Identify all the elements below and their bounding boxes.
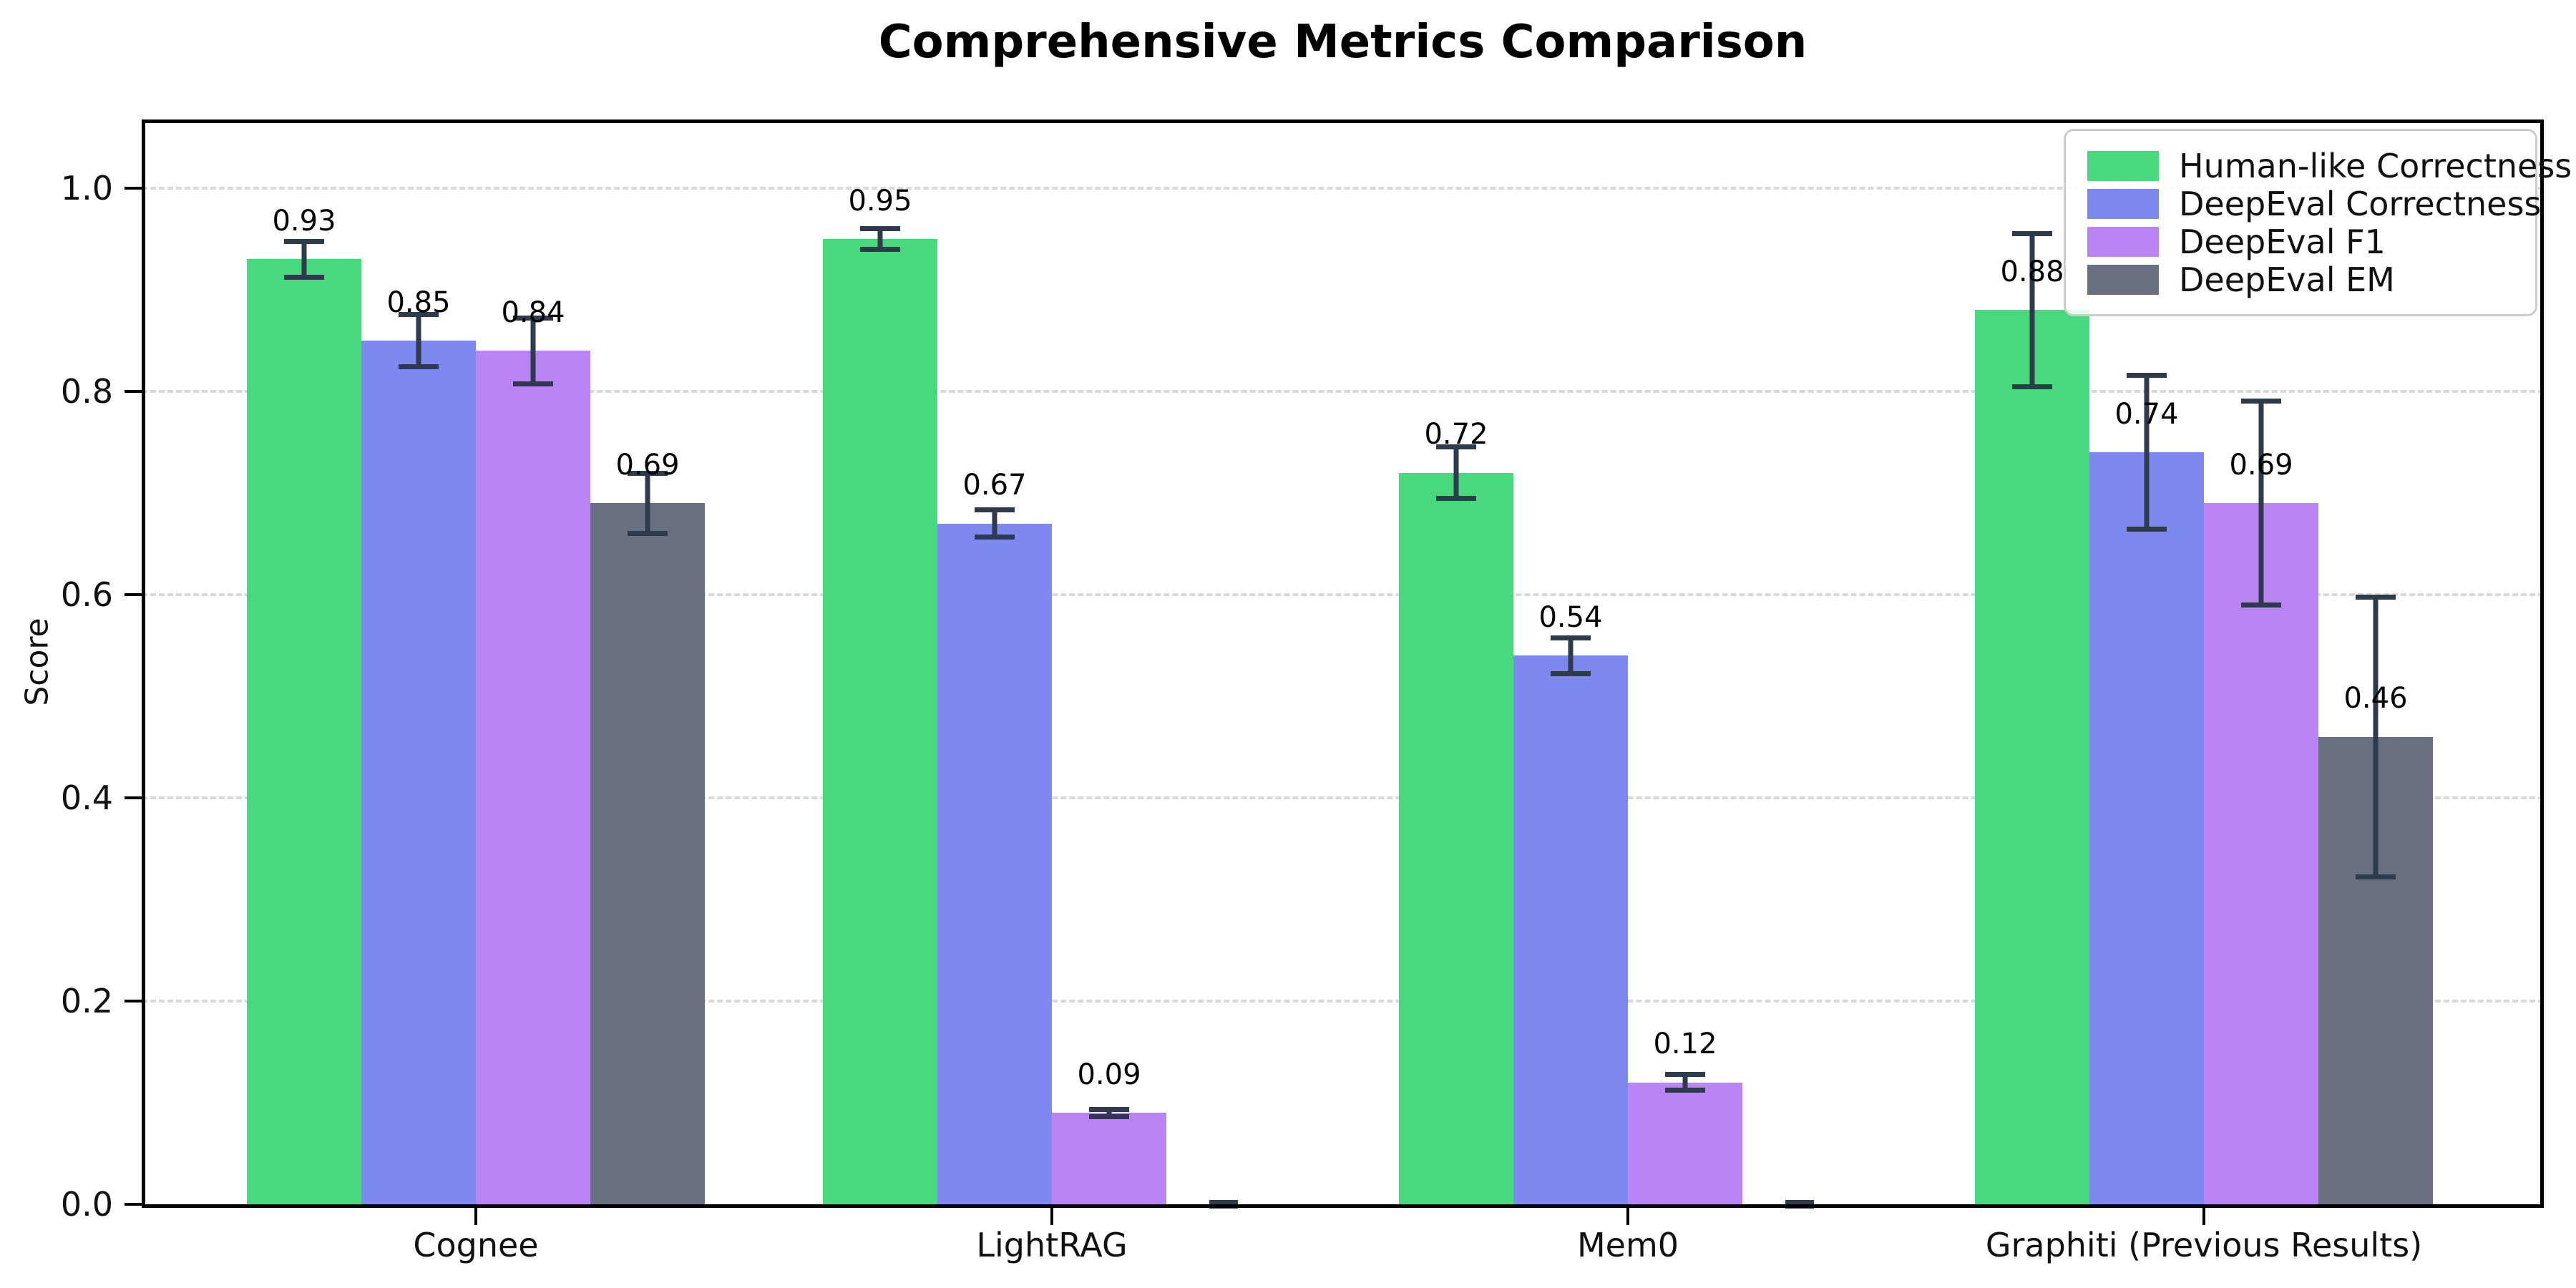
bar-value-label: 0.12 xyxy=(1653,1028,1717,1061)
legend-item: Human-like Correctness xyxy=(2087,147,2572,185)
bar-3-1 xyxy=(476,351,590,1204)
x-tick xyxy=(1050,1208,1053,1225)
error-bar xyxy=(628,470,668,536)
gridline xyxy=(142,1000,2544,1002)
bar-value-label: 0.69 xyxy=(615,448,680,482)
y-axis-title: Score xyxy=(19,618,56,706)
legend-item: DeepEval EM xyxy=(2087,260,2514,298)
bar-value-label: 0.85 xyxy=(386,286,451,319)
bar-1-3 xyxy=(1399,472,1513,1204)
error-bar xyxy=(399,312,439,369)
y-tick-label: 0.6 xyxy=(60,575,113,614)
legend-label: DeepEval EM xyxy=(2179,260,2395,299)
x-tick-label: Mem0 xyxy=(1576,1226,1679,1264)
error-bar xyxy=(1209,1200,1238,1209)
y-tick xyxy=(125,796,142,799)
bar-value-label: 0.88 xyxy=(2000,255,2064,288)
legend-item: DeepEval Correctness xyxy=(2087,185,2541,223)
y-tick-label: 1.0 xyxy=(60,169,113,208)
y-tick xyxy=(125,1203,142,1206)
gridline xyxy=(142,796,2544,799)
x-tick xyxy=(1626,1208,1629,1225)
bar-3-2 xyxy=(1052,1113,1166,1204)
y-tick xyxy=(125,1000,142,1002)
gridline xyxy=(142,390,2544,393)
x-tick xyxy=(474,1208,477,1225)
bar-2-2 xyxy=(937,523,1052,1204)
bar-value-label: 0.84 xyxy=(501,296,565,329)
error-bar xyxy=(2241,398,2281,608)
x-tick-label: Cognee xyxy=(413,1226,539,1264)
error-bar xyxy=(860,225,900,253)
chart-title: Comprehensive Metrics Comparison xyxy=(878,16,1807,69)
bar-1-1 xyxy=(247,259,361,1204)
legend-swatch xyxy=(2087,264,2159,295)
y-tick xyxy=(125,187,142,190)
y-tick xyxy=(125,390,142,393)
legend-swatch xyxy=(2087,226,2159,257)
bar-2-4 xyxy=(2089,452,2204,1204)
x-tick-label: LightRAG xyxy=(976,1226,1128,1264)
legend-label: DeepEval F1 xyxy=(2179,222,2386,261)
error-bar xyxy=(1436,444,1476,502)
x-tick-label: Graphiti (Previous Results) xyxy=(1985,1226,2423,1264)
bar-2-1 xyxy=(361,341,476,1204)
bar-value-label: 0.69 xyxy=(2229,448,2293,482)
legend-swatch xyxy=(2087,188,2159,219)
bar-value-label: 0.95 xyxy=(848,184,912,218)
error-bar xyxy=(513,315,553,386)
bar-value-label: 0.09 xyxy=(1077,1058,1141,1091)
bar-3-3 xyxy=(1628,1082,1742,1204)
gridline xyxy=(142,593,2544,596)
bar-1-2 xyxy=(823,239,937,1204)
x-tick xyxy=(2202,1208,2205,1225)
error-bar xyxy=(284,239,324,280)
bar-value-label: 0.72 xyxy=(1424,418,1488,452)
bar-value-label: 0.46 xyxy=(2343,682,2408,716)
bar-2-3 xyxy=(1513,655,1628,1204)
error-bar xyxy=(2012,230,2052,390)
bar-value-label: 0.54 xyxy=(1538,600,1603,634)
bar-value-label: 0.67 xyxy=(962,469,1027,502)
y-tick-label: 0.0 xyxy=(60,1185,113,1224)
gridline xyxy=(142,187,2544,190)
bar-4-1 xyxy=(590,503,705,1204)
y-tick-label: 0.4 xyxy=(60,779,113,817)
error-bar xyxy=(1785,1200,1814,1209)
y-tick xyxy=(125,593,142,596)
error-bar xyxy=(2356,595,2396,879)
bar-1-4 xyxy=(1975,310,2089,1204)
y-tick-label: 0.8 xyxy=(60,372,113,411)
bar-value-label: 0.93 xyxy=(272,204,336,238)
error-bar xyxy=(2127,373,2167,532)
legend-swatch xyxy=(2087,150,2159,181)
bar-value-label: 0.74 xyxy=(2114,397,2179,431)
error-bar xyxy=(1089,1106,1129,1119)
error-bar xyxy=(1665,1072,1705,1093)
error-bar xyxy=(1551,635,1591,676)
bar-3-4 xyxy=(2204,503,2318,1204)
legend-label: Human-like Correctness xyxy=(2179,146,2572,185)
legend-item: DeepEval F1 xyxy=(2087,223,2514,260)
error-bar xyxy=(975,507,1015,540)
legend: Human-like Correctness DeepEval Correctne… xyxy=(2064,129,2572,316)
legend-label: DeepEval Correctness xyxy=(2179,184,2542,223)
y-tick-label: 0.2 xyxy=(60,982,113,1020)
